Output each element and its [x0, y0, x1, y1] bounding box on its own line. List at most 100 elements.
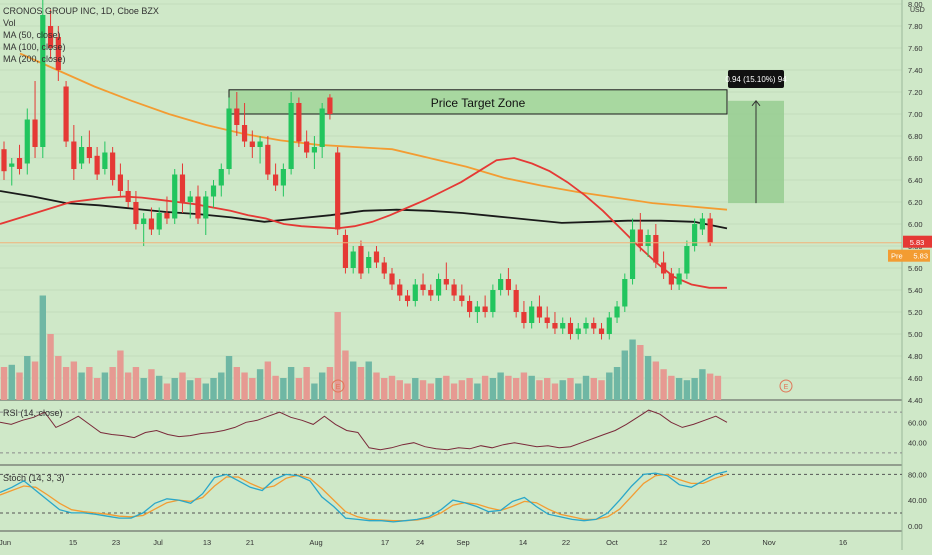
ma50-label[interactable]: MA (50, close) [3, 30, 61, 40]
candle[interactable] [125, 180, 131, 208]
candle[interactable] [637, 213, 643, 252]
candle[interactable] [482, 295, 488, 318]
candle[interactable] [598, 323, 605, 340]
candle[interactable] [117, 163, 123, 197]
candle[interactable] [319, 103, 325, 158]
candle[interactable] [110, 147, 116, 186]
candle[interactable] [172, 169, 178, 224]
candle[interactable] [692, 218, 698, 252]
candle[interactable] [653, 224, 659, 268]
candle[interactable] [536, 295, 543, 324]
candle[interactable] [622, 273, 628, 313]
candle[interactable] [389, 268, 395, 290]
pre-tag[interactable] [888, 249, 930, 262]
candle[interactable] [699, 213, 705, 235]
candle[interactable] [583, 317, 589, 335]
candle[interactable] [79, 136, 85, 169]
candle[interactable] [288, 92, 294, 175]
candle[interactable] [606, 312, 612, 340]
candle[interactable] [645, 229, 651, 258]
candle[interactable] [505, 268, 511, 296]
candle[interactable] [629, 218, 636, 285]
candle[interactable] [513, 284, 519, 318]
candle[interactable] [498, 273, 504, 296]
candle[interactable] [428, 284, 434, 302]
candle[interactable] [203, 191, 209, 235]
candle[interactable] [358, 240, 364, 280]
candle[interactable] [47, 9, 54, 60]
candle[interactable] [327, 94, 333, 120]
candle[interactable] [707, 213, 713, 246]
candle[interactable] [544, 306, 550, 329]
candle[interactable] [16, 144, 23, 175]
candle[interactable] [552, 312, 558, 334]
candle[interactable] [350, 246, 356, 274]
ma100-label[interactable]: MA (100, close) [3, 42, 66, 52]
candle[interactable] [443, 262, 449, 291]
candle[interactable] [304, 130, 310, 159]
candle[interactable] [397, 279, 403, 301]
candle[interactable] [366, 251, 372, 274]
price-axis[interactable]: 8.00 7.80 7.60 7.40 7.20 7.00 6.80 6.60 6.40 6.20… [888, 0, 932, 550]
candle[interactable] [241, 103, 248, 147]
candle[interactable] [280, 163, 286, 197]
candle[interactable] [459, 284, 465, 307]
candle[interactable] [575, 323, 581, 340]
earnings-marker[interactable] [331, 379, 345, 393]
candle[interactable] [676, 268, 682, 290]
candle[interactable] [490, 284, 496, 318]
earnings-marker[interactable] [779, 379, 793, 393]
target-zone-group[interactable]: Price Target Zone [228, 89, 728, 115]
candle[interactable] [195, 185, 201, 225]
vol-label[interactable]: Vol [3, 18, 16, 28]
candle[interactable] [133, 191, 139, 230]
measure-group[interactable]: 0.94 (15.10%) 94 [725, 70, 787, 204]
ma200-label[interactable]: MA (200, close) [3, 54, 66, 64]
candle[interactable] [63, 81, 69, 147]
candle[interactable] [32, 81, 38, 158]
candle[interactable] [342, 229, 349, 274]
candle[interactable] [451, 279, 457, 301]
candle[interactable] [529, 301, 535, 329]
last-price-tag[interactable] [903, 235, 932, 248]
candle[interactable] [373, 246, 380, 268]
candle[interactable] [265, 136, 271, 180]
candle[interactable] [102, 141, 108, 175]
candle[interactable] [218, 163, 224, 197]
candle[interactable] [404, 290, 411, 307]
candle[interactable] [71, 125, 77, 180]
candle[interactable] [9, 158, 15, 186]
candle[interactable] [467, 295, 473, 318]
candle[interactable] [567, 317, 574, 340]
candle[interactable] [40, 0, 46, 158]
rsi-pane[interactable]: 60.00 40.00 [0, 409, 927, 454]
candle[interactable] [273, 163, 279, 192]
candle[interactable] [86, 130, 92, 164]
candle[interactable] [148, 207, 155, 236]
candle[interactable] [412, 279, 418, 307]
candle[interactable] [156, 207, 162, 236]
candle[interactable] [179, 163, 186, 214]
candle[interactable] [381, 257, 387, 279]
symbol-title[interactable]: CRONOS GROUP INC, 1D, Cboe BZX [3, 6, 159, 16]
candle[interactable] [94, 147, 100, 180]
candle[interactable] [560, 317, 566, 335]
candle[interactable] [210, 180, 217, 208]
candle[interactable] [668, 268, 674, 290]
candle[interactable] [141, 213, 147, 246]
candle[interactable] [249, 130, 255, 159]
candle[interactable] [420, 273, 426, 296]
candle[interactable] [234, 92, 240, 136]
candle[interactable] [1, 141, 7, 181]
stoch-label[interactable]: Stoch (14, 3, 3) [3, 473, 65, 483]
candle[interactable] [257, 136, 263, 164]
target-zone[interactable] [228, 89, 728, 115]
candle[interactable] [226, 97, 232, 175]
candle[interactable] [684, 240, 690, 280]
stoch-pane[interactable]: 80.00 40.00 0.00 [0, 470, 927, 531]
candle[interactable] [187, 191, 193, 219]
candle[interactable] [614, 301, 620, 323]
candle[interactable] [24, 108, 30, 175]
candle[interactable] [591, 317, 597, 335]
